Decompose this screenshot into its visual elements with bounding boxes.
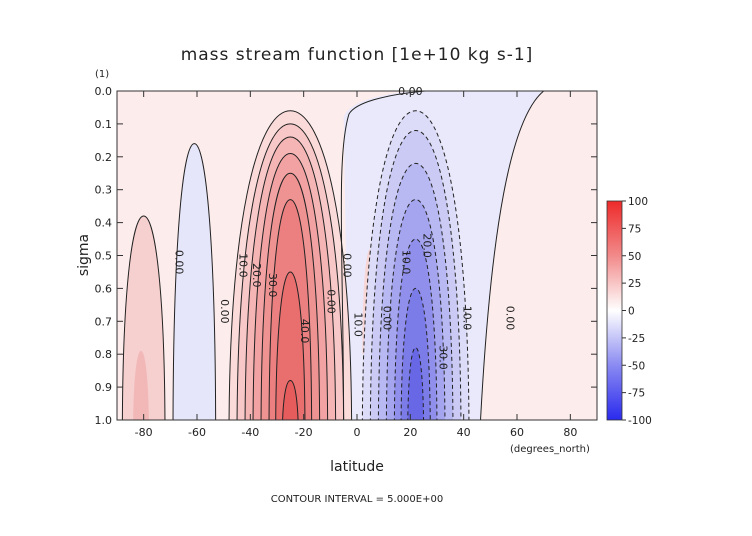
contour-label: 10.0 (351, 312, 364, 337)
x-tick-label: -20 (295, 426, 313, 439)
colorbar-tick-label: 0 (628, 306, 635, 318)
contour-label: 0.00 (381, 306, 394, 331)
north-cell-fill (407, 347, 424, 420)
colorbar-tick-label: -75 (628, 388, 645, 400)
hadley-contour-line (228, 110, 353, 420)
y-tick-label: 0.8 (95, 348, 113, 361)
colorbar (606, 200, 623, 421)
y-tick-label: 0.4 (95, 217, 113, 230)
y-axis-label: sigma (76, 234, 92, 276)
polar-cell-fill (122, 216, 165, 420)
contour-label: 30.0 (266, 273, 279, 298)
hadley-contour-line (252, 153, 329, 420)
y-axis-ticks: 0.0 0.1 0.2 0.3 0.4 0.5 0.6 0.7 0.8 0.9 1.0 (95, 85, 597, 427)
polar-cell-core-fill (133, 350, 149, 420)
hadley-contour-line (260, 172, 321, 420)
colorbar-tick-label: -100 (628, 415, 652, 427)
hadley-contour-line (275, 271, 306, 420)
contour-label: 10.0 (237, 253, 250, 278)
contour-label: 0.00 (341, 253, 354, 278)
contour-label: 30.0 (437, 345, 450, 370)
x-tick-label: 60 (510, 426, 524, 439)
x-axis-label: latitude (330, 459, 384, 475)
x-tick-label: 0 (354, 426, 361, 439)
y-tick-label: 0.6 (95, 282, 113, 295)
plot-area (117, 91, 597, 420)
colorbar-tick-label: 50 (628, 251, 641, 263)
contour-label: 10.0 (461, 306, 474, 331)
colorbar-tick-label: -25 (628, 333, 645, 345)
y-tick-label: 0.1 (95, 118, 113, 131)
contour-label: 40.0 (298, 319, 311, 344)
north-contour-line (393, 238, 438, 420)
y-tick-label: 0.5 (95, 250, 113, 263)
zero-contour-line (340, 91, 545, 420)
colorbar-tick-label: -50 (628, 360, 645, 372)
x-tick-label: 40 (457, 426, 471, 439)
y-tick-label: 0.2 (95, 151, 113, 164)
ferrel-cell-fill (173, 143, 216, 420)
north-contour-line (385, 199, 446, 420)
hadley-contour-line (282, 380, 299, 420)
y-tick-label: 1.0 (95, 414, 113, 427)
x-units-label: (degrees_north) (510, 444, 590, 455)
x-tick-label: -60 (188, 426, 206, 439)
y-tick-label: 0.9 (95, 381, 113, 394)
contour-label: 0.00 (218, 299, 231, 324)
north-contour-line (377, 162, 454, 420)
hadley-cell-fill (275, 271, 305, 420)
y-tick-label: 0.0 (95, 85, 113, 98)
colorbar-ticks: 100 75 50 25 0 -25 -50 -75 -100 (622, 196, 652, 427)
zero-contour-line (172, 143, 217, 420)
hadley-contour-line (236, 123, 345, 420)
y-tick-label: 0.3 (95, 184, 113, 197)
y-tick-label: 0.7 (95, 315, 113, 328)
x-tick-label: -80 (135, 426, 153, 439)
hadley-cell-fill (282, 380, 299, 420)
north-contour-line (361, 110, 470, 420)
contour-label: 0.00 (173, 250, 186, 275)
x-tick-label: 80 (563, 426, 577, 439)
colorbar-tick-label: 75 (628, 223, 641, 235)
contour-label: 20.0 (421, 233, 434, 258)
contour-label: 0.00 (325, 289, 338, 314)
contour-interval-note: CONTOUR INTERVAL = 5.000E+00 (271, 494, 443, 505)
hadley-contour-line (244, 136, 337, 420)
north-contour-line (400, 287, 431, 420)
north-contour-line (369, 129, 462, 420)
zero-contour-line (121, 215, 166, 420)
contour-label: 0.00 (503, 306, 516, 331)
colorbar-tick-label: 25 (628, 278, 641, 290)
contour-lines (121, 91, 545, 420)
colorbar-tick-label: 100 (628, 196, 648, 208)
contour-label: 10.0 (399, 250, 412, 275)
x-axis-ticks: -80 -60 -40 -20 0 20 40 60 80 (135, 91, 577, 439)
y-units-label: (1) (95, 69, 109, 80)
hadley-contour-line (268, 199, 313, 420)
chart-title: mass stream function [1e+10 kg s-1] (181, 45, 534, 65)
contour-label: 20.0 (250, 263, 263, 288)
x-tick-label: -40 (241, 426, 259, 439)
x-tick-label: 20 (403, 426, 417, 439)
